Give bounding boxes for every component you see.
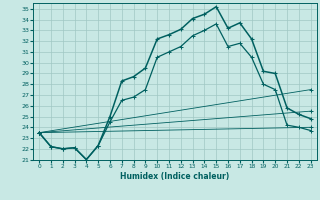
X-axis label: Humidex (Indice chaleur): Humidex (Indice chaleur): [120, 172, 229, 181]
